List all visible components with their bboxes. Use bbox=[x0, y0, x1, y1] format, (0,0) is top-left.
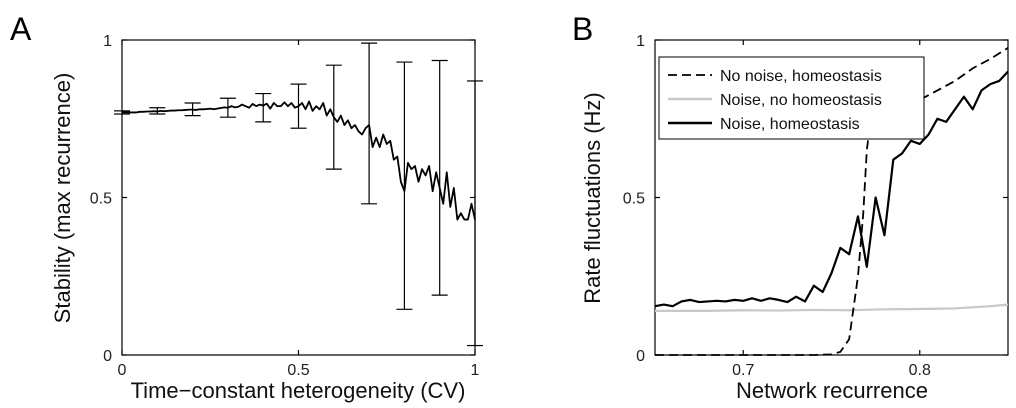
panel-a-label: A bbox=[10, 11, 32, 47]
panel-b-legend: No noise, homeostasis Noise, no homeostas… bbox=[658, 56, 925, 140]
panel-a-xtick-label: 1 bbox=[471, 362, 480, 379]
panel-a-ylabel: Stability (max recurrence) bbox=[50, 73, 75, 324]
panel-b-ytick-label: 0.5 bbox=[623, 191, 645, 208]
panel-b-label: B bbox=[572, 11, 593, 47]
series-line-0 bbox=[655, 47, 1009, 356]
errorbar bbox=[431, 59, 448, 296]
stability-line bbox=[122, 100, 476, 221]
panel-a-xlabel: Time−constant heterogeneity (CV) bbox=[131, 378, 466, 403]
legend-label: No noise, homeostasis bbox=[720, 68, 882, 85]
panel-b-ylabel: Rate fluctuations (Hz) bbox=[580, 92, 605, 304]
panel-a-ytick-label: 0 bbox=[103, 348, 112, 365]
panel-b-ytick-label: 0 bbox=[636, 348, 645, 365]
panel-b-xtick-label: 0.7 bbox=[732, 362, 754, 379]
panel-a-xtick-label: 0.5 bbox=[287, 362, 309, 379]
panel-a: A 0 0.5 1 0 0.5 1 Time−constant heterogeneity… bbox=[10, 11, 483, 403]
panel-b-xtick-label: 0.8 bbox=[909, 362, 931, 379]
panel-b-ytick-label: 1 bbox=[636, 33, 645, 50]
errorbar bbox=[467, 80, 483, 347]
panel-b: B 0.7 0.8 0 0.5 1 No noise, homeostasis Noise… bbox=[572, 11, 1009, 403]
series-line-2 bbox=[654, 70, 1009, 308]
errorbar bbox=[361, 42, 378, 205]
panel-a-xtick-label: 0 bbox=[118, 362, 127, 379]
panel-b-xlabel: Network recurrence bbox=[736, 378, 928, 403]
legend-label: Noise, homeostasis bbox=[720, 116, 860, 133]
series-line-1 bbox=[655, 303, 1009, 312]
panel-a-ytick-label: 1 bbox=[103, 33, 112, 50]
legend-label: Noise, no homeostasis bbox=[720, 92, 882, 109]
panel-a-ytick-label: 0.5 bbox=[90, 191, 112, 208]
errorbar bbox=[255, 92, 272, 123]
